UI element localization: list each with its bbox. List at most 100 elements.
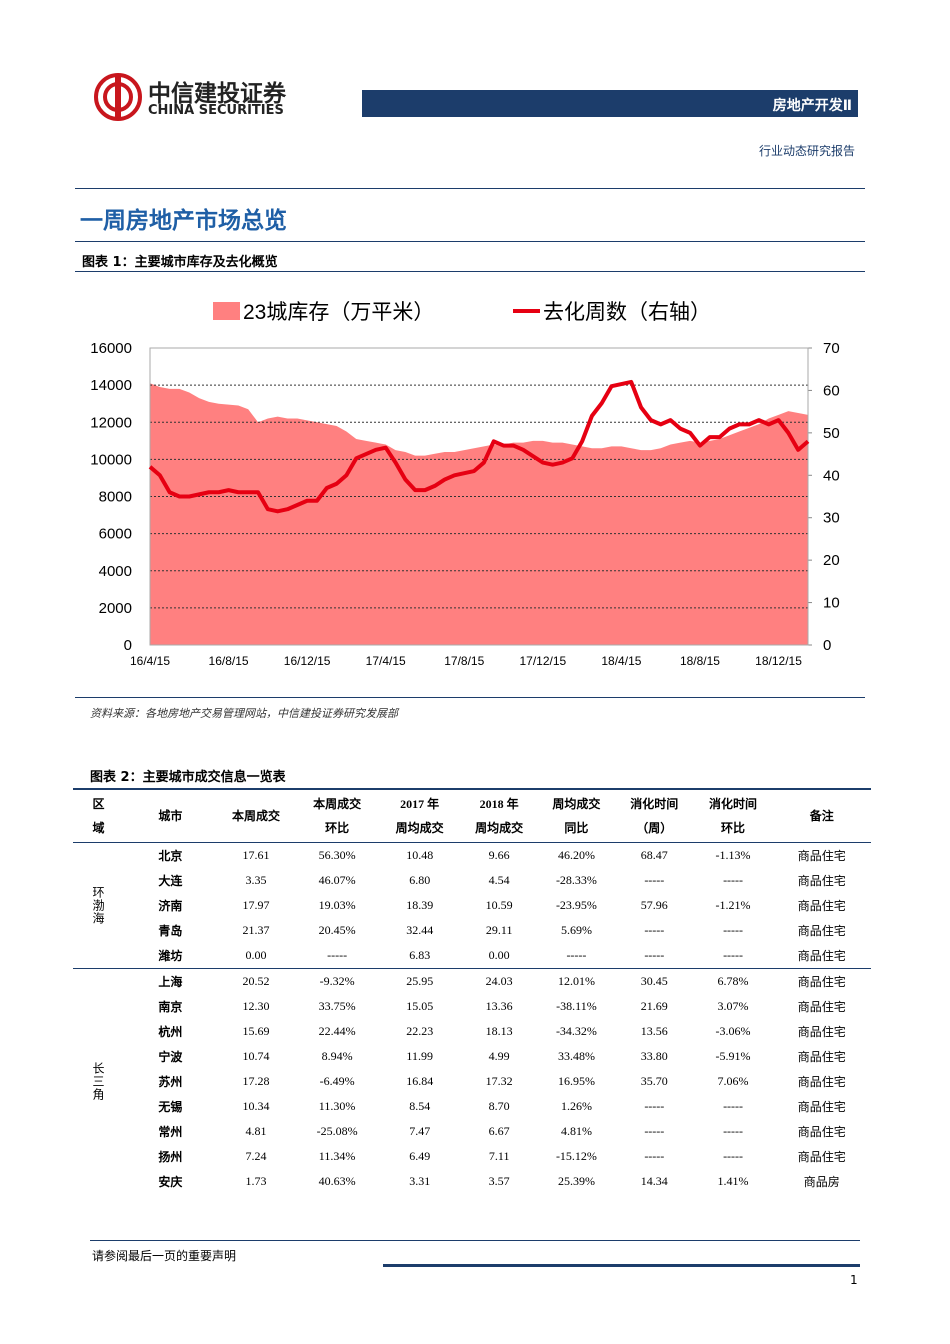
value-cell: -34.32% (555, 1024, 597, 1038)
value-cell: 10.34 (242, 1099, 270, 1113)
value-cell: 68.47 (640, 848, 668, 862)
value-cell: 16.95% (557, 1074, 595, 1088)
rule (90, 1240, 860, 1241)
value-cell: 6.67 (488, 1124, 510, 1138)
value-cell: 7.24 (245, 1149, 267, 1163)
value-cell: ----- (537, 943, 615, 969)
value-cell: 3.35 (245, 873, 267, 887)
city-cell: 扬州 (158, 1150, 183, 1164)
value-cell: 8.54 (409, 1099, 431, 1113)
x-tick-label: 18/12/15 (755, 654, 802, 668)
value-cell: 15.69 (242, 1024, 270, 1038)
value-cell: ----- (644, 923, 665, 937)
plot-frame (149, 347, 809, 646)
x-tick-label: 17/8/15 (444, 654, 484, 668)
company-name-en: CHINA SECURITIES (148, 103, 284, 118)
table-row: 杭州 15.69 22.44% 22.23 18.13 -34.32% 13.56 -3.06… (73, 1019, 871, 1044)
header-line: （周） (636, 821, 673, 835)
city-cell: 大连 (158, 874, 183, 888)
header-line: 2018 年 (479, 797, 519, 811)
header-cell: 2017 年周均成交 (378, 788, 461, 843)
value-cell: 10.48 (406, 848, 434, 862)
region-cell: 环渤海 (73, 842, 124, 969)
value-cell: -1.13% (715, 848, 751, 862)
value-cell: 1.41% (717, 1174, 749, 1188)
value-cell: ----- (644, 1099, 665, 1113)
figure-caption: 图表 2：主要城市成交信息一览表 (90, 770, 286, 785)
value-cell: 0.00 (460, 943, 538, 969)
value-cell: 商品住宅 (797, 1100, 846, 1114)
value-cell: ----- (723, 873, 744, 887)
value-cell: 15.05 (406, 999, 434, 1013)
logo-icon (94, 73, 142, 121)
city-cell: 青岛 (158, 924, 183, 938)
y2-tick-label: 20 (823, 552, 840, 569)
value-cell: 11.34% (318, 1149, 356, 1163)
value-cell: 57.96 (640, 898, 668, 912)
header-line: 消化时间 (709, 797, 758, 811)
x-tick-label: 16/4/15 (130, 654, 170, 668)
table-row: 大连 3.35 46.07% 6.80 4.54 -28.33% ----- ----- 商品住… (73, 868, 871, 893)
value-cell: 商品住宅 (797, 1075, 846, 1089)
header-line: 环比 (721, 821, 746, 835)
y-tick-label: 14000 (90, 377, 132, 394)
table-row: 南京 12.30 33.75% 15.05 13.36 -38.11% 21.69 3.07%… (73, 994, 871, 1019)
value-cell: ----- (644, 873, 665, 887)
legend-label: 23城库存（万平米） (243, 301, 434, 324)
y-tick-label: 8000 (99, 489, 132, 506)
value-cell: 9.66 (488, 848, 510, 862)
header-cell: 区域 (73, 788, 124, 843)
value-cell: 商品住宅 (797, 1125, 846, 1139)
y-tick-label: 4000 (99, 563, 132, 580)
table-row: 潍坊 0.00 ----- 6.83 0.00 ----- ----- ----- 商品住宅 (73, 943, 871, 969)
rule (75, 271, 865, 272)
value-cell: 商品房 (803, 1175, 840, 1189)
value-cell: 5.69% (560, 923, 592, 937)
x-tick-label: 17/4/15 (366, 654, 406, 668)
page-number: 1 (850, 1273, 858, 1287)
value-cell: 22.23 (406, 1024, 434, 1038)
header-line: 环比 (325, 821, 350, 835)
rule (75, 697, 865, 698)
value-cell: 11.30% (318, 1099, 356, 1113)
header-line: 区 (92, 797, 105, 811)
figure-caption: 图表 1：主要城市库存及去化概览 (82, 255, 278, 270)
value-cell: 17.32 (485, 1074, 513, 1088)
value-cell: ----- (693, 943, 773, 969)
legend-label: 去化周数（右轴） (543, 301, 711, 324)
city-cell: 安庆 (158, 1175, 183, 1189)
value-cell: 4.81% (560, 1124, 592, 1138)
value-cell: 6.49 (409, 1149, 431, 1163)
header-cell: 城市 (124, 788, 217, 843)
city-cell: 宁波 (158, 1050, 183, 1064)
value-cell: ----- (723, 923, 744, 937)
value-cell: 13.36 (485, 999, 513, 1013)
value-cell: 7.11 (488, 1149, 510, 1163)
value-cell: 20.45% (318, 923, 356, 937)
header-line: 备注 (809, 809, 834, 823)
value-cell: -25.08% (316, 1124, 358, 1138)
value-cell: 19.03% (318, 898, 356, 912)
y-tick-label: 2000 (99, 600, 132, 617)
table-row: 宁波 10.74 8.94% 11.99 4.99 33.48% 33.80 -5.91% 商品… (73, 1044, 871, 1069)
value-cell: 8.94% (321, 1049, 353, 1063)
value-cell: 32.44 (406, 923, 434, 937)
value-cell: 21.69 (640, 999, 668, 1013)
value-cell: -5.91% (715, 1049, 751, 1063)
rule (383, 1264, 860, 1267)
section-title: 一周房地产市场总览 (80, 208, 287, 234)
value-cell: 商品住宅 (797, 849, 846, 863)
header-cell: 周均成交 同比 (537, 788, 615, 843)
city-cell: 潍坊 (124, 943, 217, 969)
value-cell: 商品住宅 (797, 1050, 846, 1064)
header-cell: 消化时间 环比 (693, 788, 773, 843)
value-cell: 商品住宅 (797, 1000, 846, 1014)
value-cell: 商品住宅 (797, 1025, 846, 1039)
x-tick-label: 16/8/15 (209, 654, 249, 668)
header-cell: 2018 年周均成交 (460, 788, 538, 843)
value-cell: -23.95% (555, 898, 597, 912)
value-cell: 21.37 (242, 923, 270, 937)
value-cell: 7.06% (717, 1074, 749, 1088)
header-line: 消化时间 (630, 797, 679, 811)
value-cell: 33.75% (318, 999, 356, 1013)
